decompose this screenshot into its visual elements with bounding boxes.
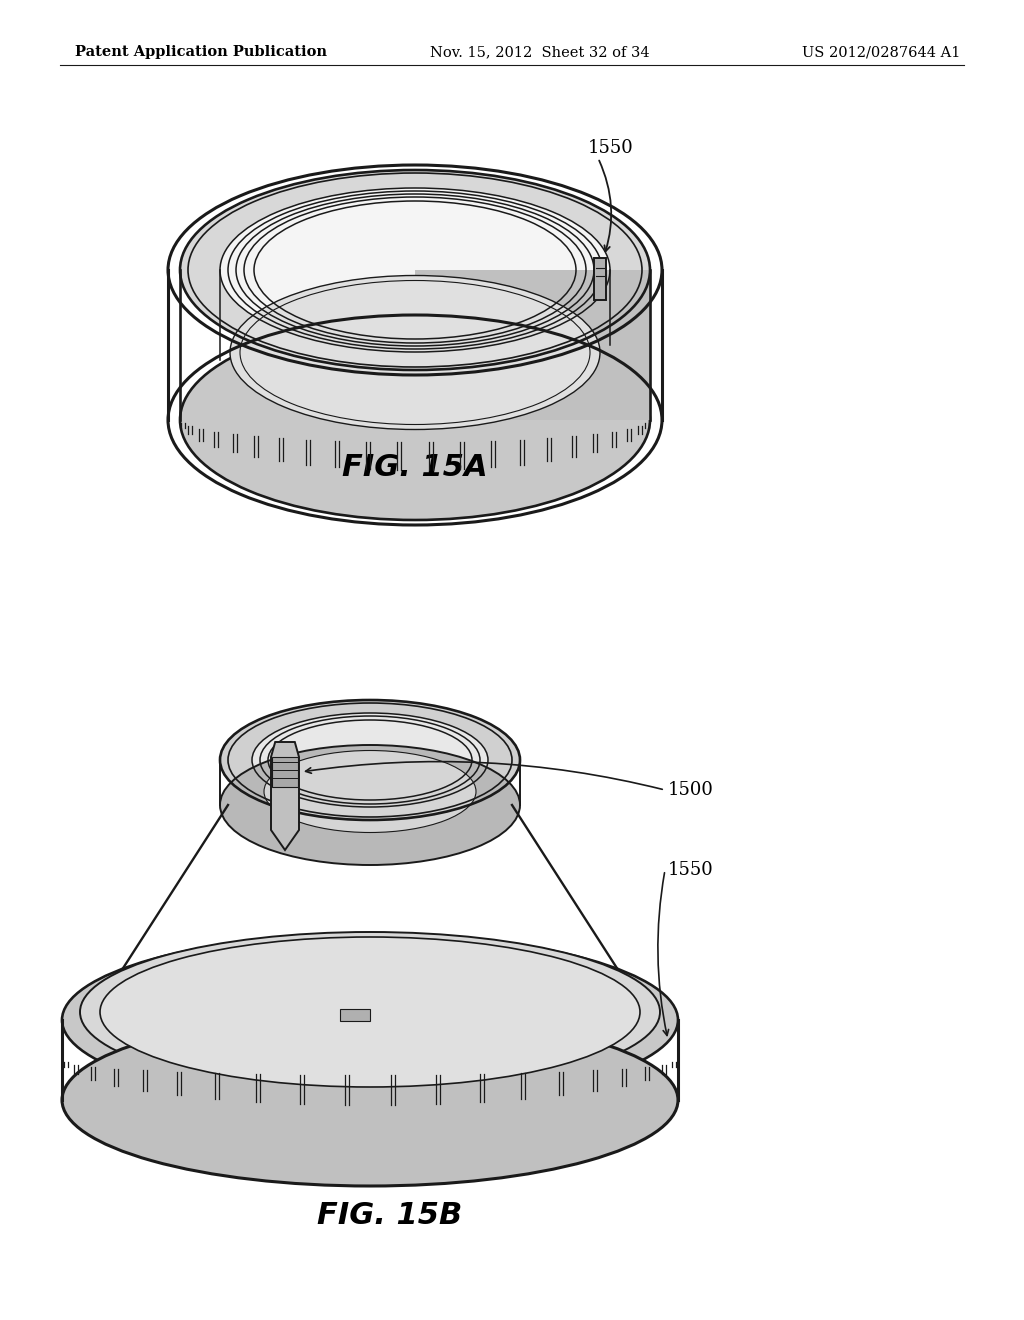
- Text: Nov. 15, 2012  Sheet 32 of 34: Nov. 15, 2012 Sheet 32 of 34: [430, 45, 649, 59]
- Ellipse shape: [100, 937, 640, 1086]
- Ellipse shape: [230, 276, 600, 429]
- Text: 1550: 1550: [668, 861, 714, 879]
- Polygon shape: [271, 742, 299, 850]
- Ellipse shape: [220, 744, 520, 865]
- Polygon shape: [415, 271, 650, 420]
- Ellipse shape: [180, 170, 650, 370]
- Polygon shape: [594, 257, 606, 300]
- Ellipse shape: [252, 713, 488, 807]
- FancyBboxPatch shape: [340, 1008, 370, 1020]
- Ellipse shape: [264, 751, 476, 833]
- Text: 1500: 1500: [668, 781, 714, 799]
- Text: US 2012/0287644 A1: US 2012/0287644 A1: [802, 45, 961, 59]
- Text: FIG. 15B: FIG. 15B: [317, 1200, 463, 1229]
- Ellipse shape: [220, 700, 520, 820]
- Text: Patent Application Publication: Patent Application Publication: [75, 45, 327, 59]
- Text: 1550: 1550: [588, 139, 634, 157]
- Ellipse shape: [80, 932, 660, 1092]
- FancyBboxPatch shape: [272, 756, 298, 787]
- Text: FIG. 15A: FIG. 15A: [342, 454, 487, 483]
- Ellipse shape: [62, 1014, 678, 1185]
- Ellipse shape: [220, 187, 610, 352]
- Ellipse shape: [62, 935, 678, 1106]
- Ellipse shape: [180, 319, 650, 520]
